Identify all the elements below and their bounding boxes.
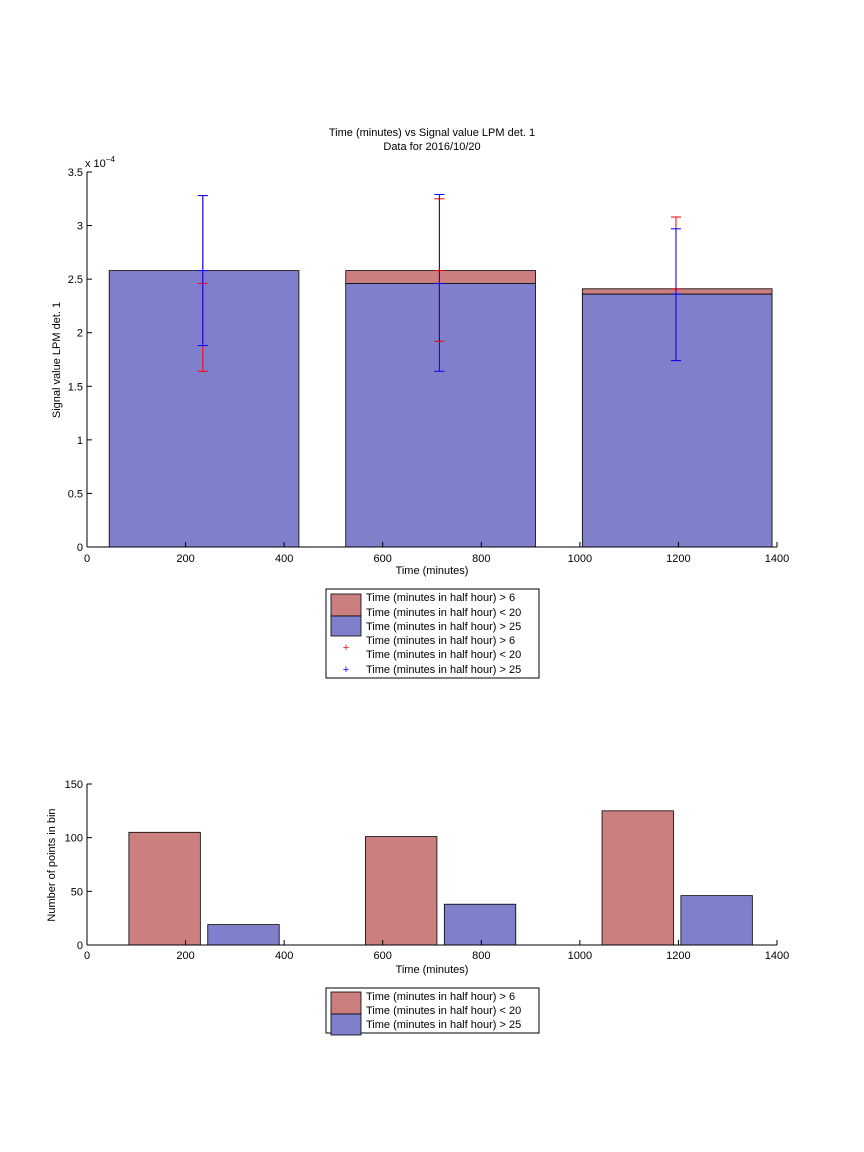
bottom-bar-red-5	[601, 810, 674, 946]
bottom-y-axis-label: Number of points in bin	[46, 808, 58, 921]
top-y-tick-label: 3.5	[68, 167, 83, 179]
bottom-bar-blue-2	[207, 924, 280, 946]
top-bars	[108, 270, 773, 548]
top-y-tick-label: 1	[77, 435, 83, 447]
bottom-x-tick-label: 600	[374, 950, 392, 962]
top-x-tick-label: 800	[472, 553, 490, 565]
top-x-tick-label: 400	[275, 553, 293, 565]
top-legend-marker-red: +	[343, 642, 349, 654]
bottom-x-axis-label: Time (minutes)	[396, 964, 469, 976]
top-bar-blue-2	[345, 283, 536, 548]
bottom-bar-red-1	[128, 831, 201, 946]
bottom-y-ticks: 0 50 100 150	[65, 779, 92, 952]
top-legend-entry-5: Time (minutes in half hour) < 20	[366, 649, 521, 661]
bottom-axes	[86, 784, 777, 946]
bottom-x-ticks: 0 200 400 600 800 1000 1200 1400	[84, 940, 789, 962]
top-error-bar-blue-6	[670, 228, 681, 362]
top-x-ticks: 0 200 400 600 800 1000 1200 1400	[84, 542, 789, 565]
bottom-legend-entry-3: Time (minutes in half hour) > 25	[366, 1019, 521, 1031]
top-legend-entry-4: Time (minutes in half hour) > 6	[366, 635, 515, 647]
top-x-tick-label: 600	[374, 553, 392, 565]
top-bar-red-2	[345, 270, 536, 284]
top-legend-swatch-red	[330, 593, 362, 617]
top-legend-marker-blue: +	[343, 664, 349, 676]
bottom-x-tick-label: 1200	[666, 950, 690, 962]
top-y-tick-label: 0	[77, 542, 83, 554]
y-exponent-label: x 10−4	[85, 155, 115, 170]
top-legend-box	[325, 588, 540, 679]
top-axes	[86, 172, 777, 548]
top-error-bar-blue-2	[197, 195, 208, 347]
top-x-tick-label: 0	[84, 553, 90, 565]
bottom-x-tick-label: 1400	[765, 950, 789, 962]
bottom-legend-entry-1: Time (minutes in half hour) > 6	[366, 991, 515, 1003]
bottom-legend-swatch-red	[330, 991, 362, 1015]
top-y-axis-label: Signal value LPM det. 1	[51, 302, 63, 418]
top-y-tick-label: 0.5	[68, 488, 83, 500]
bottom-y-tick-label: 150	[65, 779, 83, 791]
bottom-legend-swatch-blue	[330, 1013, 362, 1036]
top-legend-entry-6: Time (minutes in half hour) > 25	[366, 664, 521, 676]
top-legend-entry-2: Time (minutes in half hour) < 20	[366, 607, 521, 619]
bottom-bar-red-3	[365, 836, 438, 946]
top-error-bar-blue-4	[434, 194, 445, 372]
bottom-bars	[128, 810, 753, 946]
bottom-legend-box	[325, 987, 540, 1034]
top-x-tick-label: 1200	[666, 553, 690, 565]
top-y-tick-label: 2	[77, 328, 83, 340]
chart-title: Time (minutes) vs Signal value LPM det. …	[329, 127, 535, 139]
top-x-tick-label: 200	[176, 553, 194, 565]
bottom-x-tick-label: 200	[176, 950, 194, 962]
top-legend-entry-1: Time (minutes in half hour) > 6	[366, 592, 515, 604]
bottom-x-tick-label: 400	[275, 950, 293, 962]
bottom-y-tick-label: 0	[77, 940, 83, 952]
top-y-ticks: 0 0.5 1 1.5 2 2.5 3 3.5	[68, 167, 92, 554]
top-error-bars	[197, 194, 681, 372]
top-legend: Time (minutes in half hour) > 6 Time (mi…	[325, 588, 540, 679]
top-y-tick-label: 3	[77, 221, 83, 233]
top-x-axis-label: Time (minutes)	[396, 565, 469, 577]
chart-subtitle: Data for 2016/10/20	[383, 141, 480, 153]
y-exponent-power: −4	[106, 155, 116, 164]
y-exponent-base: x 10	[85, 158, 106, 170]
bottom-x-tick-label: 1000	[568, 950, 592, 962]
bottom-legend: Time (minutes in half hour) > 6 Time (mi…	[325, 987, 540, 1036]
bottom-x-tick-label: 0	[84, 950, 90, 962]
top-y-tick-label: 1.5	[68, 381, 83, 393]
bottom-y-tick-label: 50	[71, 886, 83, 898]
bottom-x-tick-label: 800	[472, 950, 490, 962]
top-bar-blue-3	[581, 293, 773, 548]
top-y-tick-label: 2.5	[68, 274, 83, 286]
bottom-bar-blue-6	[680, 895, 753, 946]
top-bar-red-3	[581, 288, 773, 295]
top-x-tick-label: 1000	[568, 553, 592, 565]
top-legend-swatch-blue	[330, 615, 362, 637]
bottom-y-tick-label: 100	[65, 833, 83, 845]
top-x-tick-label: 1400	[765, 553, 789, 565]
top-bar-blue-1	[108, 270, 300, 548]
top-legend-entry-3: Time (minutes in half hour) > 25	[366, 621, 521, 633]
bottom-bar-blue-4	[443, 903, 517, 946]
bottom-legend-entry-2: Time (minutes in half hour) < 20	[366, 1005, 521, 1017]
